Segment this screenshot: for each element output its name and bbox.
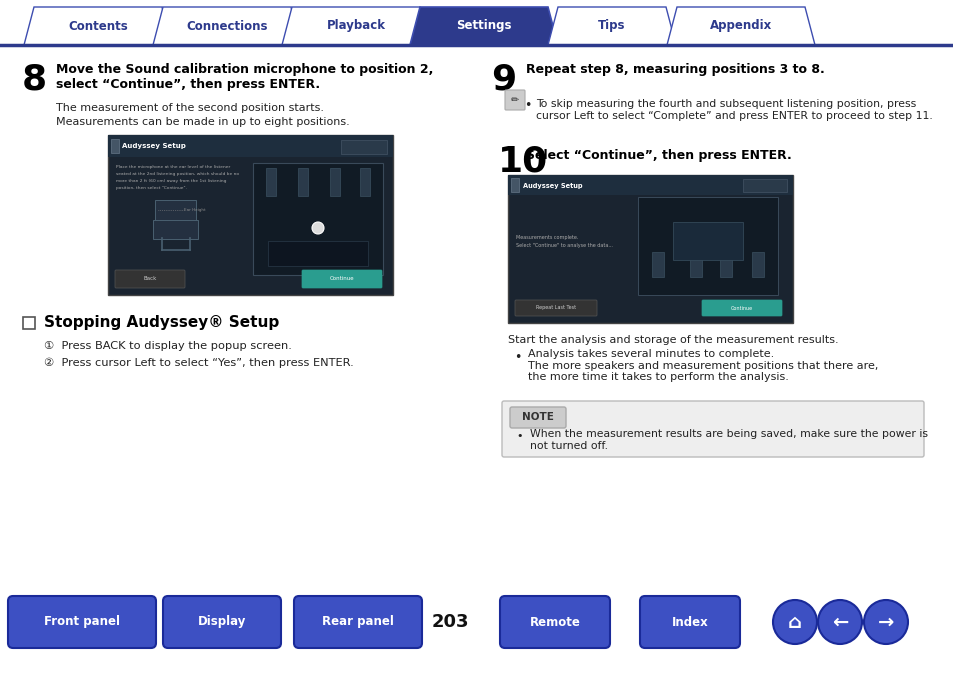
Text: Stopping Audyssey® Setup: Stopping Audyssey® Setup — [44, 316, 279, 330]
Text: 8: 8 — [21, 63, 47, 97]
Text: Appendix: Appendix — [709, 20, 771, 32]
Text: 9: 9 — [491, 63, 517, 97]
FancyBboxPatch shape — [155, 199, 196, 221]
FancyBboxPatch shape — [510, 407, 565, 428]
FancyBboxPatch shape — [511, 178, 518, 192]
Circle shape — [312, 222, 324, 234]
Text: Place the microphone at the ear level of the listener: Place the microphone at the ear level of… — [116, 165, 230, 169]
Text: Repeat Last Test: Repeat Last Test — [536, 306, 576, 310]
FancyBboxPatch shape — [108, 135, 393, 157]
FancyBboxPatch shape — [294, 596, 421, 648]
Text: Settings: Settings — [456, 20, 511, 32]
FancyBboxPatch shape — [689, 252, 701, 277]
Text: •: • — [514, 351, 521, 364]
Text: position, then select "Continue".: position, then select "Continue". — [116, 186, 187, 190]
FancyBboxPatch shape — [742, 179, 786, 192]
Text: Front panel: Front panel — [44, 616, 120, 629]
Circle shape — [863, 600, 907, 644]
FancyBboxPatch shape — [268, 241, 368, 266]
FancyBboxPatch shape — [639, 596, 740, 648]
Text: Measurements complete.: Measurements complete. — [516, 235, 578, 240]
Text: The measurement of the second position starts.: The measurement of the second position s… — [56, 103, 324, 113]
Text: ②  Press cursor Left to select “Yes”, then press ENTER.: ② Press cursor Left to select “Yes”, the… — [44, 358, 354, 368]
Text: Display: Display — [197, 616, 246, 629]
Text: ✏: ✏ — [511, 95, 518, 105]
FancyBboxPatch shape — [499, 596, 609, 648]
Text: ①  Press BACK to display the popup screen.: ① Press BACK to display the popup screen… — [44, 341, 292, 351]
Text: Connections: Connections — [186, 20, 268, 32]
FancyBboxPatch shape — [720, 252, 731, 277]
FancyBboxPatch shape — [515, 300, 597, 316]
FancyBboxPatch shape — [24, 316, 35, 328]
Text: ⌂: ⌂ — [787, 612, 801, 631]
Text: Select “Continue”, then press ENTER.: Select “Continue”, then press ENTER. — [525, 149, 791, 162]
Text: Back: Back — [143, 277, 156, 281]
Polygon shape — [152, 7, 301, 45]
Circle shape — [817, 600, 862, 644]
FancyBboxPatch shape — [163, 596, 281, 648]
Text: ←: ← — [831, 612, 847, 631]
Polygon shape — [410, 7, 558, 45]
FancyBboxPatch shape — [266, 168, 275, 196]
FancyBboxPatch shape — [253, 163, 382, 275]
Text: seated at the 2nd listening position, which should be no: seated at the 2nd listening position, wh… — [116, 172, 239, 176]
Polygon shape — [547, 7, 676, 45]
Text: •: • — [517, 431, 522, 441]
FancyBboxPatch shape — [359, 168, 370, 196]
FancyBboxPatch shape — [751, 252, 763, 277]
FancyBboxPatch shape — [115, 270, 185, 288]
Text: Move the Sound calibration microphone to position 2,
select “Continue”, then pre: Move the Sound calibration microphone to… — [56, 63, 433, 91]
Text: Audyssey Setup: Audyssey Setup — [522, 183, 582, 189]
Text: Audyssey Setup: Audyssey Setup — [122, 143, 186, 149]
Text: Contents: Contents — [68, 20, 128, 32]
FancyBboxPatch shape — [672, 222, 742, 260]
Polygon shape — [666, 7, 814, 45]
Text: Start the analysis and storage of the measurement results.: Start the analysis and storage of the me… — [507, 335, 838, 345]
Polygon shape — [24, 7, 172, 45]
FancyBboxPatch shape — [302, 270, 381, 288]
Text: Select "Continue" to analyse the data...: Select "Continue" to analyse the data... — [516, 243, 612, 248]
Text: →: → — [877, 612, 893, 631]
FancyBboxPatch shape — [8, 596, 156, 648]
FancyBboxPatch shape — [330, 168, 339, 196]
FancyBboxPatch shape — [501, 401, 923, 457]
Text: To skip measuring the fourth and subsequent listening position, press
cursor Lef: To skip measuring the fourth and subsequ… — [536, 99, 932, 120]
FancyBboxPatch shape — [340, 140, 387, 154]
FancyBboxPatch shape — [507, 175, 792, 195]
Text: When the measurement results are being saved, make sure the power is
not turned : When the measurement results are being s… — [530, 429, 927, 451]
Text: 10: 10 — [497, 145, 548, 179]
FancyBboxPatch shape — [111, 139, 119, 153]
Text: Playback: Playback — [326, 20, 385, 32]
Text: Repeat step 8, measuring positions 3 to 8.: Repeat step 8, measuring positions 3 to … — [525, 63, 824, 76]
Text: Measurements can be made in up to eight positions.: Measurements can be made in up to eight … — [56, 117, 350, 127]
Text: Continue: Continue — [330, 277, 354, 281]
FancyBboxPatch shape — [297, 168, 308, 196]
Text: Analysis takes several minutes to complete.
The more speakers and measurement po: Analysis takes several minutes to comple… — [527, 349, 878, 382]
Text: more than 2 ft (60 cm) away from the 1st listening: more than 2 ft (60 cm) away from the 1st… — [116, 179, 226, 183]
FancyBboxPatch shape — [638, 197, 778, 295]
Text: •: • — [524, 99, 531, 112]
Text: Ear Height: Ear Height — [184, 208, 206, 212]
FancyBboxPatch shape — [651, 252, 663, 277]
Text: Tips: Tips — [598, 20, 625, 32]
Text: 203: 203 — [431, 613, 468, 631]
FancyBboxPatch shape — [153, 219, 198, 238]
Text: Remote: Remote — [529, 616, 579, 629]
FancyBboxPatch shape — [108, 135, 393, 295]
FancyBboxPatch shape — [701, 300, 781, 316]
FancyBboxPatch shape — [504, 90, 524, 110]
Text: Index: Index — [671, 616, 708, 629]
Circle shape — [772, 600, 816, 644]
Text: NOTE: NOTE — [521, 412, 554, 422]
Text: Rear panel: Rear panel — [322, 616, 394, 629]
Text: Continue: Continue — [730, 306, 752, 310]
FancyBboxPatch shape — [507, 175, 792, 323]
Polygon shape — [282, 7, 430, 45]
